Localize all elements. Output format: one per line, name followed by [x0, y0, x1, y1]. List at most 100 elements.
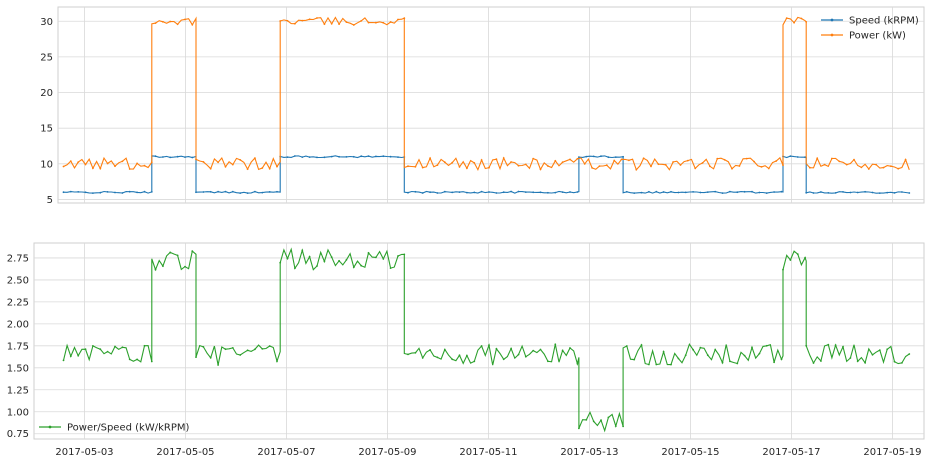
- top-series-point-1: [731, 167, 733, 170]
- bottom-series-point-0: [62, 359, 65, 362]
- top-series-point-0: [316, 156, 318, 159]
- top-series-point-0: [592, 155, 595, 158]
- top-series-point-1: [583, 163, 586, 165]
- top-series-point-0: [554, 191, 557, 194]
- top-series-point-1: [246, 168, 249, 171]
- bottom-series-point-0: [121, 346, 124, 349]
- bottom-y-tick-labels: 0.75 1.00 1.25 1.50 1.75 2.00 2.25 2.50 2.75: [7, 253, 29, 440]
- top-series-point-1: [793, 21, 795, 24]
- top-series-point-0: [360, 155, 363, 158]
- bottom-series-point-0: [607, 416, 610, 419]
- top-series-point-0: [202, 191, 205, 193]
- bottom-series-point-0: [480, 345, 483, 347]
- top-series-point-0: [77, 191, 80, 193]
- top-series-point-0: [352, 155, 355, 158]
- top-series-point-1: [436, 164, 439, 167]
- top-series-point-1: [217, 161, 220, 164]
- top-series-point-0: [539, 191, 542, 194]
- bottom-series-point-0: [77, 354, 80, 357]
- bottom-series-point-0: [338, 259, 340, 262]
- top-series-point-0: [871, 191, 874, 194]
- top-series-point-0: [502, 191, 505, 194]
- top-series-point-1: [605, 164, 608, 167]
- bottom-series-point-0: [202, 346, 205, 348]
- bottom-series-point-0: [407, 353, 409, 356]
- bottom-series-point-0: [622, 425, 624, 428]
- bottom-legend-marker: [48, 425, 52, 429]
- bottom-series-point-0: [84, 348, 87, 351]
- bottom-series-point-0: [397, 255, 399, 257]
- bottom-series-point-0: [901, 362, 903, 364]
- bottom-series-point-0: [751, 346, 753, 349]
- top-series-point-1: [664, 163, 667, 166]
- x-tick-label: 2017-05-19: [863, 447, 921, 458]
- top-series-point-1: [106, 162, 109, 165]
- top-series-point-1: [488, 166, 490, 169]
- top-legend-label: Speed (kRPM): [849, 16, 919, 27]
- bottom-legend-label: Power/Speed (kW/kRPM): [67, 423, 189, 434]
- top-series-point-0: [834, 192, 837, 194]
- top-series-point-1: [679, 164, 682, 166]
- top-series-point-0: [239, 192, 242, 195]
- bottom-series-point-0: [592, 420, 595, 423]
- bottom-series-point-0: [429, 349, 431, 351]
- top-series-point-0: [765, 192, 768, 195]
- top-series-point-1: [805, 21, 808, 23]
- bottom-series-point-0: [578, 427, 580, 430]
- top-series-point-0: [191, 156, 194, 159]
- top-series-point-0: [684, 191, 687, 194]
- bottom-series-point-0: [576, 362, 579, 365]
- top-series-point-1: [345, 21, 348, 23]
- top-series-point-0: [569, 191, 571, 193]
- top-series-point-0: [864, 190, 866, 193]
- top-legend-marker: [830, 33, 834, 37]
- bottom-series-point-0: [864, 361, 866, 364]
- bottom-series-point-0: [600, 419, 602, 422]
- bottom-series-point-0: [308, 255, 311, 258]
- bottom-series-point-0: [294, 267, 296, 270]
- top-series-point-1: [92, 167, 94, 170]
- top-series-point-1: [775, 160, 778, 162]
- top-series-point-1: [276, 165, 278, 168]
- top-series-point-1: [136, 162, 139, 165]
- top-series-point-0: [812, 192, 815, 194]
- bottom-series-point-0: [389, 267, 392, 269]
- bottom-series-point-0: [488, 344, 490, 347]
- bottom-series-point-0: [692, 348, 694, 351]
- bottom-y-tick-label: 2.25: [7, 297, 29, 308]
- top-series-point-1: [323, 23, 326, 25]
- top-series-point-1: [316, 17, 318, 19]
- bottom-series-point-0: [421, 357, 424, 359]
- top-series-point-1: [686, 159, 689, 162]
- top-series-point-0: [338, 155, 340, 158]
- top-series-point-0: [878, 192, 881, 195]
- top-series-point-0: [706, 191, 709, 194]
- top-series-point-1: [360, 20, 363, 22]
- top-series-point-1: [191, 23, 194, 26]
- top-series-point-0: [820, 191, 822, 193]
- top-series-point-1: [760, 166, 763, 168]
- top-series-point-1: [128, 168, 131, 170]
- top-series-point-1: [890, 165, 892, 168]
- top-series-point-0: [780, 190, 783, 193]
- top-series-point-0: [633, 192, 636, 195]
- top-series-point-1: [466, 167, 468, 170]
- top-series-point-1: [352, 24, 355, 26]
- top-series-point-1: [502, 157, 505, 159]
- top-series-point-1: [154, 22, 157, 24]
- top-series-point-0: [849, 191, 852, 194]
- top-series-point-1: [114, 165, 116, 168]
- top-series-point-1: [723, 158, 726, 161]
- top-series-point-1: [473, 162, 476, 164]
- bottom-series-point-0: [466, 354, 468, 357]
- top-series-point-1: [286, 19, 289, 22]
- top-series-point-1: [375, 21, 377, 24]
- bottom-y-tick-label: 0.75: [7, 429, 29, 440]
- bottom-series-point-0: [169, 251, 172, 254]
- top-series-point-1: [672, 161, 674, 163]
- bottom-series-point-0: [176, 254, 179, 257]
- top-series-point-1: [524, 163, 527, 166]
- top-series-point-1: [657, 163, 660, 166]
- top-plot-frame: [57, 6, 925, 204]
